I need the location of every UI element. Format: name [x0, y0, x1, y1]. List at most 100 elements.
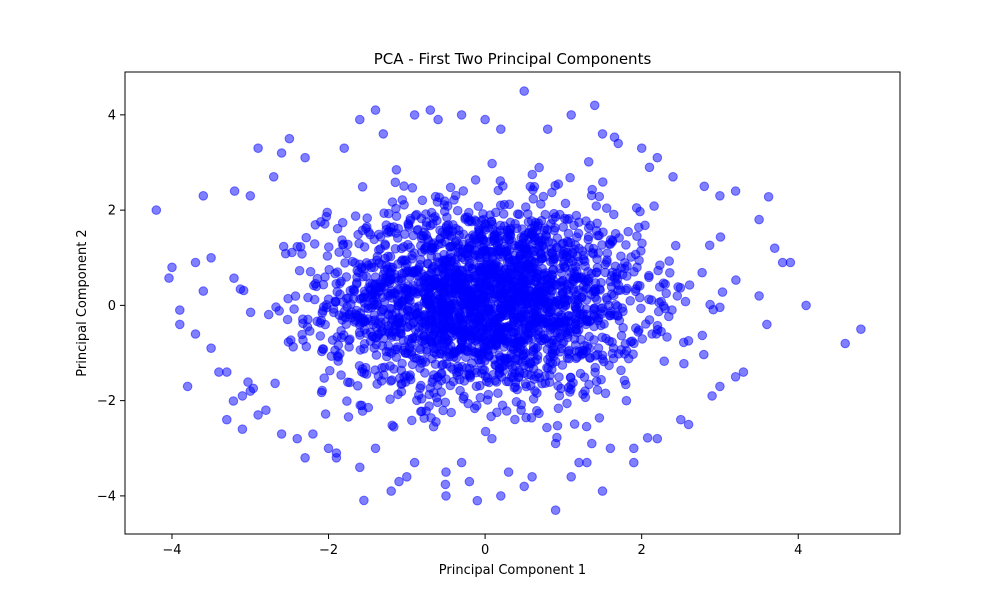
data-point	[409, 110, 420, 120]
data-point	[472, 495, 483, 506]
data-point	[206, 343, 216, 354]
data-point	[730, 186, 741, 196]
data-point	[557, 360, 568, 370]
data-point	[452, 367, 462, 378]
data-point	[537, 253, 547, 264]
data-point	[352, 272, 362, 283]
data-point	[637, 238, 647, 249]
data-point	[511, 267, 521, 278]
data-point	[478, 365, 488, 375]
data-point	[339, 143, 350, 153]
data-point	[505, 306, 516, 316]
data-point	[460, 254, 470, 265]
data-point	[390, 307, 401, 318]
data-point	[228, 396, 239, 406]
chart-title: PCA - First Two Principal Components	[374, 50, 652, 68]
data-point	[300, 152, 310, 163]
plot-frame	[124, 71, 901, 535]
data-point	[175, 305, 185, 315]
data-point	[422, 345, 432, 355]
data-point	[441, 491, 451, 501]
data-point	[464, 261, 475, 272]
data-point	[455, 343, 466, 354]
data-point	[498, 209, 509, 219]
data-point	[438, 263, 449, 274]
data-point	[554, 372, 564, 382]
data-point	[495, 269, 506, 280]
data-point	[450, 270, 461, 281]
data-point	[440, 397, 451, 408]
data-point	[509, 382, 520, 393]
data-point	[549, 351, 559, 362]
data-point	[385, 376, 396, 386]
data-point	[542, 124, 553, 134]
data-point	[609, 290, 619, 301]
data-point	[332, 267, 343, 277]
data-point	[496, 491, 506, 501]
data-point	[738, 367, 749, 377]
plot-area	[151, 86, 866, 516]
data-point	[480, 426, 491, 437]
data-point	[429, 243, 440, 253]
data-point	[658, 301, 669, 311]
data-point	[558, 337, 569, 348]
data-point	[514, 209, 525, 220]
data-point	[731, 275, 741, 285]
data-point	[486, 411, 496, 422]
data-point	[387, 288, 397, 299]
data-point	[380, 240, 391, 251]
data-point	[355, 400, 366, 411]
data-point	[430, 191, 441, 202]
data-point	[566, 472, 577, 482]
data-point	[342, 396, 352, 406]
data-point	[569, 272, 580, 283]
data-point	[623, 226, 634, 237]
data-point	[684, 280, 695, 290]
data-point	[229, 186, 240, 196]
data-point	[521, 245, 532, 255]
data-point	[600, 259, 610, 270]
data-point	[620, 258, 630, 268]
data-point	[777, 257, 788, 268]
data-point	[608, 353, 619, 364]
y-tick-label: 0	[108, 299, 116, 314]
data-point	[542, 422, 552, 433]
data-point	[613, 138, 624, 149]
data-point	[342, 248, 352, 259]
data-point	[646, 295, 657, 305]
data-point	[605, 310, 615, 321]
data-point	[425, 383, 436, 393]
data-point	[670, 240, 681, 251]
data-point	[563, 237, 574, 248]
data-point	[361, 223, 371, 234]
data-point	[206, 252, 216, 263]
data-point	[715, 191, 725, 201]
data-point	[385, 394, 395, 405]
data-point	[493, 388, 503, 399]
data-point	[605, 443, 616, 454]
data-point	[431, 316, 441, 327]
data-point	[532, 354, 543, 365]
data-point	[581, 304, 592, 314]
data-point	[763, 192, 774, 202]
data-point	[389, 364, 399, 374]
data-point	[355, 462, 365, 473]
data-point	[510, 414, 520, 425]
data-point	[475, 380, 485, 391]
data-point	[421, 217, 432, 227]
data-point	[495, 303, 506, 314]
data-point	[361, 271, 372, 282]
data-point	[521, 202, 531, 212]
data-point	[531, 226, 542, 237]
data-point	[553, 381, 563, 391]
data-point	[579, 372, 590, 383]
data-point	[547, 187, 557, 198]
data-point	[517, 357, 527, 367]
data-point	[568, 378, 578, 388]
data-point	[335, 289, 345, 300]
data-point	[502, 225, 513, 236]
data-point	[439, 282, 450, 293]
data-point	[378, 129, 389, 139]
data-point	[387, 262, 398, 273]
data-point	[494, 359, 504, 369]
